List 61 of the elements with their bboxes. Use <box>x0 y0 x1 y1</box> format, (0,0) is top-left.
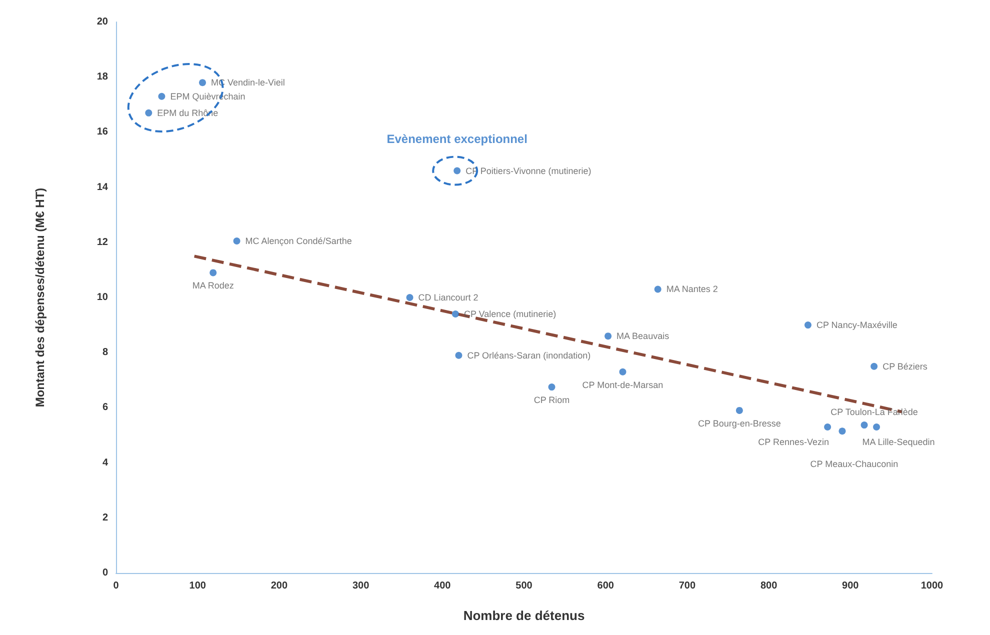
y-tick-label: 6 <box>102 402 108 414</box>
y-tick-label: 2 <box>102 512 108 524</box>
data-label: MC Alençon Condé/Sarthe <box>245 236 352 246</box>
y-tick-label: 10 <box>96 292 108 303</box>
data-label: CP Toulon-La Farlède <box>830 407 918 418</box>
x-tick-label: 800 <box>760 580 778 592</box>
point <box>210 269 217 276</box>
y-tick-label: 18 <box>96 72 108 83</box>
x-tick-label: 600 <box>597 580 614 592</box>
point <box>619 368 626 376</box>
x-tick-label: 500 <box>516 580 533 592</box>
point <box>654 286 662 293</box>
y-tick-label: 0 <box>102 568 108 578</box>
x-tick-label: 900 <box>842 580 860 592</box>
point <box>824 423 832 430</box>
y-axis-title: Montant des dépenses/détenu (M€ HT) <box>33 188 47 408</box>
x-tick-label: 300 <box>352 580 370 592</box>
y-tick-label: 4 <box>102 457 108 468</box>
data-label: MA Nantes 2 <box>666 284 718 294</box>
point <box>145 109 152 116</box>
point <box>452 310 459 318</box>
y-tick-label: 14 <box>96 182 108 193</box>
x-tick-label: 400 <box>434 580 452 592</box>
point <box>233 238 240 245</box>
x-tick-label: 700 <box>678 580 696 592</box>
data-label: CP Orléans-Saran (inondation) <box>467 350 591 360</box>
point <box>455 352 462 359</box>
point <box>548 384 556 391</box>
data-label: CP Béziers <box>882 361 928 372</box>
point <box>199 79 206 86</box>
data-label: MA Lille-Sequedin <box>862 436 935 447</box>
data-label: CP Meaux-Chauconin <box>810 459 898 470</box>
data-label: MA Rodez <box>192 280 234 291</box>
annotation: Evènement exceptionnel <box>386 132 528 146</box>
point <box>736 406 743 414</box>
data-label: CP Rennes-Vezin <box>758 436 829 447</box>
point <box>838 428 846 435</box>
x-tick-label: 1000 <box>920 580 944 592</box>
point <box>604 332 612 340</box>
data-label: CP Valence (mutinerie) <box>464 309 556 320</box>
data-label: CP Bourg-en-Bresse <box>698 418 781 428</box>
data-label: CP Riom <box>534 395 570 406</box>
data-label: CP Mont-de-Marsan <box>582 380 664 390</box>
point <box>873 423 880 430</box>
point <box>804 322 812 329</box>
x-tick-label: 0 <box>113 580 120 592</box>
y-tick-label: 8 <box>102 347 108 358</box>
point <box>158 92 166 100</box>
data-label: CP Nancy-Maxéville <box>816 320 898 330</box>
data-label: CD Liancourt 2 <box>418 292 478 302</box>
point <box>406 294 414 301</box>
point <box>860 422 868 429</box>
y-tick-label: 20 <box>96 16 108 28</box>
y-tick-label: 16 <box>96 126 108 138</box>
data-label: MA Beauvais <box>616 331 670 342</box>
x-tick-label: 100 <box>189 580 206 592</box>
x-tick-label: 200 <box>270 580 288 592</box>
x-axis-title: Nombre de détenus <box>463 608 585 623</box>
y-tick-label: 12 <box>96 236 108 248</box>
point <box>454 167 461 174</box>
point <box>870 362 878 370</box>
